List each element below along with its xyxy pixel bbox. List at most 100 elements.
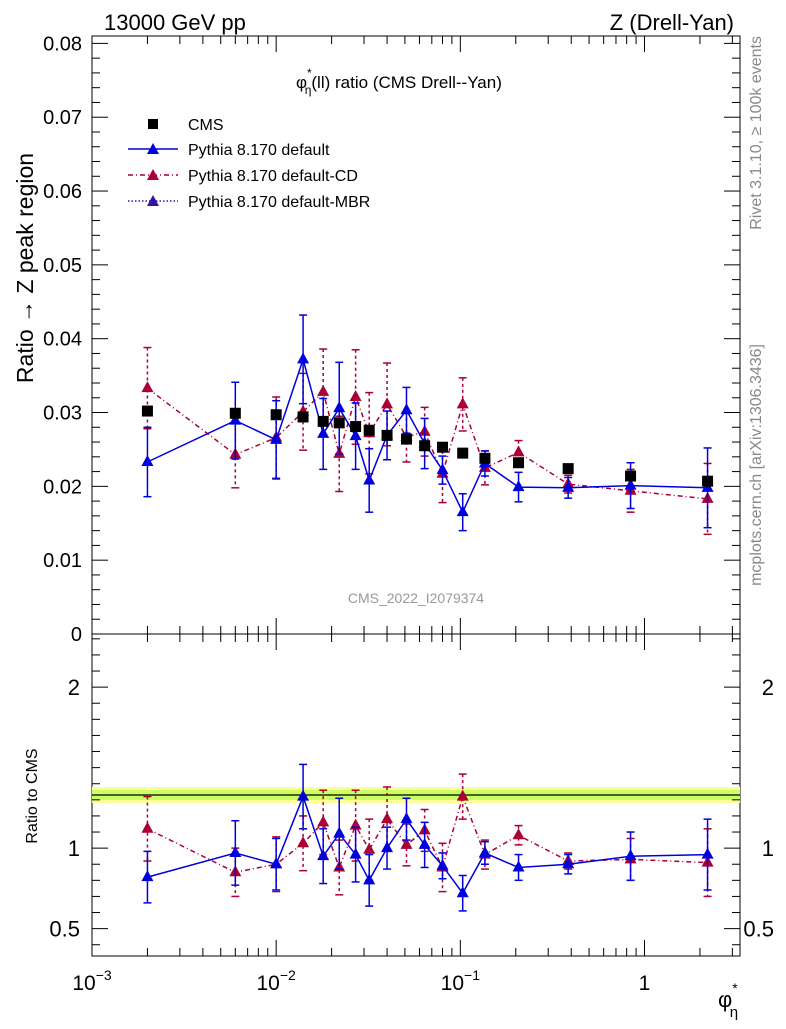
mcplots-label: mcplots.cern.ch [arXiv:1306.3436]: [748, 344, 765, 586]
ratio-default-point: [317, 849, 330, 861]
xtitle-phi: φ: [718, 987, 732, 1012]
ratio-y-tick-label: 1: [68, 836, 80, 861]
main-cd-point: [317, 384, 330, 396]
ratio-cd-point: [141, 821, 154, 833]
main-default-point: [363, 473, 376, 485]
main-default-point: [270, 432, 283, 444]
main-data: [141, 314, 714, 536]
legend-marker-cd: [147, 169, 159, 180]
main-cms-point: [400, 433, 412, 445]
main-default-point: [624, 478, 637, 490]
title-rest: (ll) ratio (CMS Drell--Yan): [311, 73, 501, 92]
main-default-point: [229, 413, 242, 425]
main-y-tick-label: 0.07: [43, 107, 82, 129]
ratio-y-tick-label-right: 0.5: [743, 917, 774, 942]
ratio-default-point: [349, 847, 362, 859]
ratio-default-line: [147, 794, 708, 895]
header-left: 13000 GeV pp: [104, 10, 246, 35]
title-eta: η: [305, 83, 312, 97]
ratio-default-point: [418, 837, 431, 849]
title-star: *: [307, 66, 312, 80]
legend-label-mbr: Pythia 8.170 default-MBR: [188, 194, 370, 211]
x-tick-base: 10: [257, 972, 280, 995]
x-tick-exponent: −2: [280, 967, 296, 983]
ratio-cd-point: [381, 812, 394, 824]
ratio-default-point: [512, 860, 525, 872]
ratio-y-tick-label-right: 2: [762, 675, 774, 700]
header-right: Z (Drell-Yan): [610, 10, 734, 35]
ratio-cd-point: [297, 836, 310, 848]
main-cd-point: [349, 390, 362, 402]
ratio-default-point: [381, 841, 394, 853]
x-tick-base: 10: [72, 972, 95, 995]
main-y-tick-label: 0.04: [43, 329, 82, 351]
ratio-default-point: [141, 870, 154, 882]
ratio-default-point: [701, 847, 714, 859]
legend-marker-default: [147, 143, 159, 154]
ratio-cd-point: [400, 837, 413, 849]
main-default-point: [333, 401, 346, 413]
legend: CMS Pythia 8.170 default Pythia 8.170 de…: [128, 117, 370, 211]
legend-marker-mbr: [147, 195, 159, 206]
main-cms-point: [270, 409, 282, 421]
ratio-default-point: [456, 886, 469, 898]
main-cms-point: [141, 405, 153, 417]
x-tick-exponent: −1: [464, 967, 480, 983]
main-y-tick-label: 0.06: [43, 181, 82, 203]
main-cd-point: [381, 397, 394, 409]
main-cms-point: [350, 421, 362, 433]
ratio-cd-point: [456, 789, 469, 801]
ratio-default-point: [333, 826, 346, 838]
ratio-y-tick-label: 0.5: [49, 917, 80, 942]
ratio-default-point: [624, 849, 637, 861]
ratio-ticks: 10−3 10−2 10−1 10.5 0.51 12 2: [49, 634, 774, 995]
main-cms-point: [317, 415, 329, 427]
ratio-default-point: [478, 845, 491, 857]
title-phi: φ: [296, 73, 307, 92]
main-y-tick-label: 0.01: [43, 550, 82, 572]
xtitle-eta: η: [730, 1004, 738, 1021]
x-tick-label: 10−1: [441, 967, 481, 995]
ratio-y-tick-label-right: 1: [762, 836, 774, 861]
analysis-watermark: CMS_2022_I2079374: [348, 590, 484, 606]
main-default-line: [147, 356, 708, 514]
x-tick-label: 10−2: [257, 967, 297, 995]
main-y-tick-label: 0.05: [43, 255, 82, 277]
ratio-cd-point: [317, 815, 330, 827]
main-cd-line: [146, 387, 708, 500]
main-cd-point: [512, 445, 525, 457]
ratio-cd-point: [512, 828, 525, 840]
x-tick-base: 10: [441, 972, 464, 995]
main-y-tick-label: 0.03: [43, 403, 82, 425]
main-ylabel: Ratio → Z peak region: [12, 153, 38, 383]
main-cms-point: [625, 470, 637, 482]
x-axis-title: φ* η: [718, 980, 738, 1021]
main-cd-point: [141, 381, 154, 393]
ratio-default-point: [297, 789, 310, 801]
main-y-tick-label: 0.08: [43, 33, 82, 55]
main-cms-point: [479, 452, 491, 464]
ratio-default-point: [363, 873, 376, 885]
main-ticks: 0 0.01 0.02 0.03 0.04 0.05 0.06 0.07 0.08: [43, 33, 740, 646]
ratio-data: [141, 763, 714, 912]
ratio-default-point: [436, 858, 449, 870]
ratio-default-point: [400, 812, 413, 824]
x-tick-label: 10−3: [72, 967, 112, 995]
legend-label-default: Pythia 8.170 default: [188, 142, 330, 159]
main-default-point: [400, 403, 413, 415]
main-cms-point: [702, 475, 714, 487]
main-cd-point: [456, 397, 469, 409]
main-cms-point: [297, 411, 309, 423]
main-cms-point: [562, 463, 574, 475]
main-default-point: [349, 429, 362, 441]
main-title: φ* η(ll) ratio (CMS Drell--Yan): [296, 66, 502, 97]
main-default-point: [512, 480, 525, 492]
x-tick-label: 1: [639, 972, 651, 995]
rivet-label: Rivet 3.1.10, ≥ 100k events: [748, 36, 765, 230]
x-tick-exponent: −3: [96, 967, 112, 983]
main-cms-point: [419, 440, 431, 452]
ratio-ylabel: Ratio to CMS: [24, 748, 41, 843]
main-default-point: [297, 352, 310, 364]
main-y-tick-label: 0.02: [43, 476, 82, 498]
main-default-point: [456, 505, 469, 517]
